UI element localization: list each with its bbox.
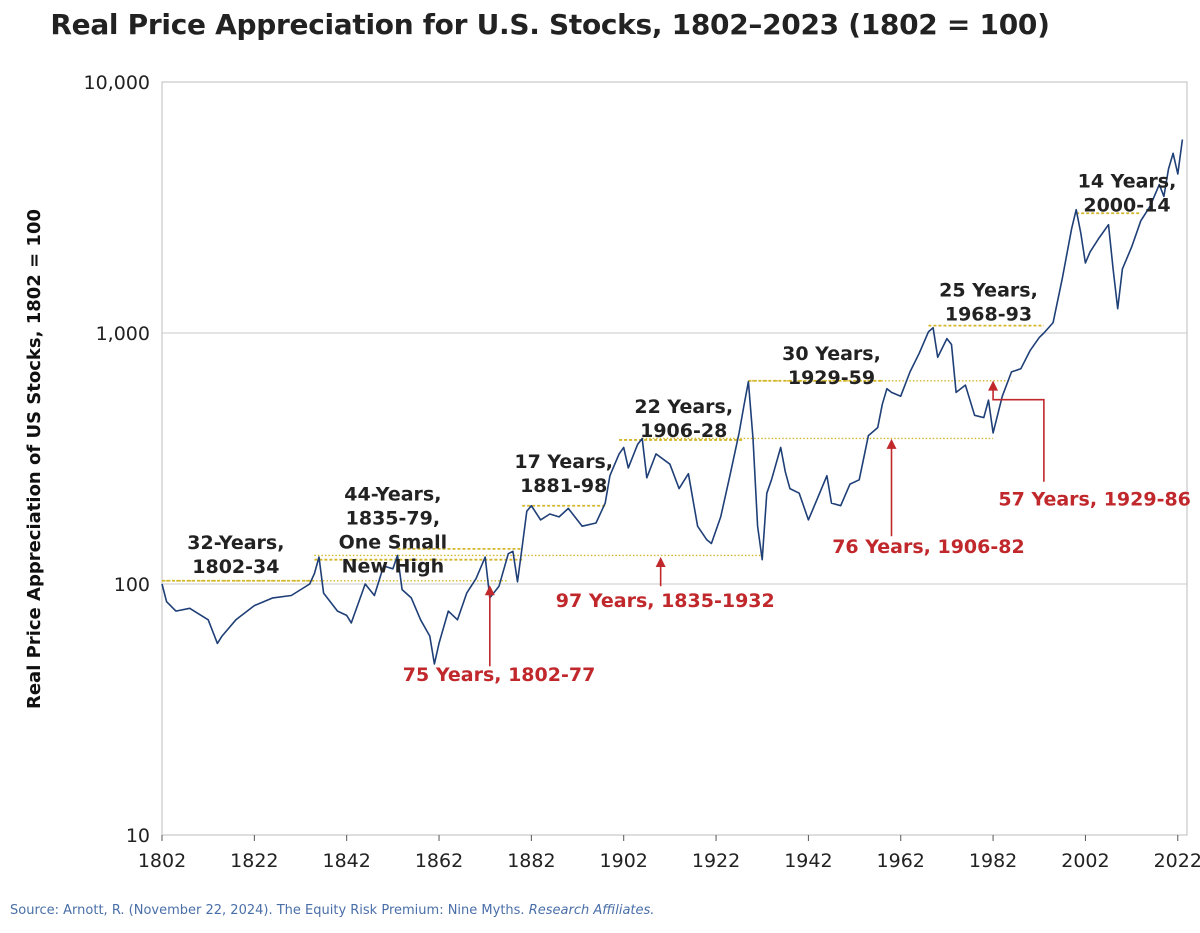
annotation-label: 57 Years, 1929-86 <box>998 489 1191 511</box>
annotation-label: 17 Years, <box>514 451 613 473</box>
annotation-connector <box>992 389 1045 482</box>
annotation-label: 1968-93 <box>945 303 1032 325</box>
grid-layer <box>162 332 1187 585</box>
annotation-label: 97 Years, 1835-1932 <box>556 590 775 612</box>
annotation-label: New High <box>342 556 445 578</box>
annotation-label: 25 Years, <box>939 279 1038 301</box>
y-axis: 10 100 1,000 10,000 <box>84 72 150 847</box>
annotation-label: One Small <box>339 532 448 554</box>
y-tick-label: 10 <box>126 825 150 847</box>
x-tick-label: 1822 <box>230 850 278 872</box>
x-tick-label: 1962 <box>877 850 925 872</box>
series-layer <box>161 139 1184 665</box>
annotation-label: 22 Years, <box>634 396 733 418</box>
x-tick-label: 1802 <box>138 850 186 872</box>
prior-high-lines <box>162 212 1141 582</box>
chart-title: Real Price Appreciation for U.S. Stocks,… <box>50 8 1050 41</box>
annotation-label: 1881-98 <box>520 475 607 497</box>
x-tick-label: 1982 <box>969 850 1017 872</box>
chart-svg: 1802 1822 1842 1862 1882 1902 1922 1942 1962 1982… <box>24 72 1200 872</box>
annotation-arrow-head <box>484 585 495 596</box>
annotation-label: 1802-34 <box>192 556 279 578</box>
x-tick-label: 2002 <box>1061 850 1109 872</box>
x-tick-label: 1862 <box>415 850 463 872</box>
x-tick-label: 1902 <box>600 850 648 872</box>
x-tick-label: 1942 <box>784 850 832 872</box>
y-tick-label: 10,000 <box>84 72 150 94</box>
annotation-label: 1906-28 <box>640 420 727 442</box>
x-tick-label: 1842 <box>323 850 371 872</box>
y-axis-label: Real Price Appreciation of US Stocks, 18… <box>24 209 45 709</box>
series-line <box>161 139 1184 665</box>
annotation-arrow-head <box>655 556 666 567</box>
annotations: 32-Years,1802-34 44-Years,1835-79,One Sma… <box>187 170 1191 686</box>
annotation-label: 32-Years, <box>187 532 284 554</box>
annotation-label: 2000-14 <box>1083 194 1170 216</box>
x-axis: 1802 1822 1842 1862 1882 1902 1922 1942 1962 1982… <box>138 835 1200 872</box>
source-publisher: Research Affiliates. <box>528 903 655 918</box>
x-tick-label: 2022 <box>1154 850 1200 872</box>
annotation-arrow-head <box>988 380 999 391</box>
y-tick-label: 100 <box>114 574 150 596</box>
annotation-label: 1929-59 <box>788 367 875 389</box>
annotation-label: 14 Years, <box>1078 170 1177 192</box>
source-text: Source: Arnott, R. (November 22, 2024). … <box>10 903 529 918</box>
annotation-label: 75 Years, 1802-77 <box>403 664 596 686</box>
y-tick-label: 1,000 <box>96 323 150 345</box>
annotation-label: 44-Years, <box>344 484 441 506</box>
plot-area-border <box>161 81 1188 836</box>
annotation-label: 30 Years, <box>782 343 881 365</box>
annotation-arrow-head <box>886 438 897 449</box>
source-note: Source: Arnott, R. (November 22, 2024). … <box>10 903 654 918</box>
x-tick-label: 1882 <box>507 850 555 872</box>
annotation-label: 76 Years, 1906-82 <box>832 536 1025 558</box>
x-tick-label: 1922 <box>692 850 740 872</box>
annotation-label: 1835-79, <box>346 508 440 530</box>
